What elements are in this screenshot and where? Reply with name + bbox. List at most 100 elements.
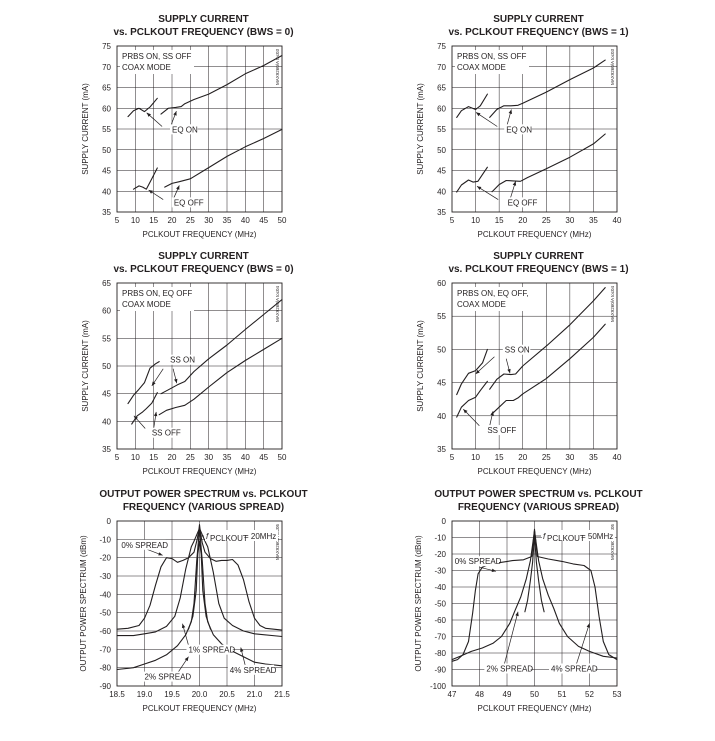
callout-background: [502, 344, 531, 355]
x-tick-label: 30: [565, 216, 574, 225]
y-tick-label: -50: [99, 609, 111, 618]
series-line-2: [451, 530, 618, 661]
chart-6: OUTPUT POWER SPECTRUM vs. PCLKOUT FREQUEN…: [414, 489, 643, 713]
callout-arrowhead: [184, 656, 189, 662]
chart-title: SUPPLY CURRENT: [493, 14, 584, 25]
callout-label: EQ OFF: [508, 198, 538, 207]
x-tick-label: 18.5: [109, 690, 125, 699]
callout-leader: [475, 112, 498, 127]
callout-arrowhead: [477, 186, 482, 190]
x-tick-label: 25: [186, 453, 195, 462]
callout-leader: [476, 185, 499, 200]
y-tick-label: -50: [434, 600, 446, 609]
plot-frame: [451, 45, 618, 213]
callout-label: SS ON: [505, 346, 530, 355]
y-tick-label: -60: [99, 627, 111, 636]
y-axis-label: OUTPUT POWER SPECTRUM (dBm): [414, 535, 423, 672]
x-tick-label: 47: [448, 690, 457, 699]
legend-text: PRBS ON, EQ OFF: [122, 289, 192, 298]
x-tick-label: 10: [471, 453, 480, 462]
y-tick-label: 60: [437, 279, 446, 288]
callout-label: 0% SPREAD: [121, 541, 168, 550]
y-axis-label: SUPPLY CURRENT (mA): [81, 83, 90, 175]
callout-background: [504, 124, 532, 135]
chart-code: MAX9260/A toc05: [275, 524, 280, 561]
x-tick-label: 19.0: [137, 690, 153, 699]
y-tick-label: -90: [434, 666, 446, 675]
chart-subtitle: vs. PCLKOUT FREQUENCY (BWS = 0): [113, 264, 293, 275]
x-tick-label: 45: [259, 216, 268, 225]
y-tick-label: -40: [99, 590, 111, 599]
chart-subtitle: FREQUENCY (VARIOUS SPREAD): [123, 502, 284, 513]
y-tick-label: -80: [99, 664, 111, 673]
legend-text: COAX MODE: [457, 63, 506, 72]
x-tick-label: 10: [471, 216, 480, 225]
chart-subtitle: vs. PCLKOUT FREQUENCY (BWS = 1): [448, 27, 628, 38]
x-axis-label: PCLKOUT FREQUENCY (MHz): [143, 704, 257, 713]
callout-arrowhead: [158, 552, 163, 556]
x-tick-label: 20.5: [219, 690, 235, 699]
callout-label: 4% SPREAD: [551, 664, 598, 673]
y-tick-label: -70: [434, 633, 446, 642]
legend-background: [455, 287, 529, 311]
callout-label: 2% SPREAD: [486, 664, 533, 673]
y-tick-label: 0: [107, 517, 112, 526]
callout-label: SS OFF: [487, 426, 516, 435]
callout-background: [170, 124, 198, 135]
x-tick-label: 10: [131, 453, 140, 462]
legend-background: [120, 287, 194, 311]
callout-arrowhead: [586, 623, 590, 628]
callout-label: EQ OFF: [174, 198, 204, 207]
plot-frame: [116, 282, 283, 450]
callout-arrowhead: [512, 181, 517, 186]
series-line-3: [456, 166, 488, 193]
y-axis-label: OUTPUT POWER SPECTRUM (dBm): [79, 535, 88, 672]
plot-frame: [451, 282, 618, 450]
x-tick-label: 50: [530, 690, 539, 699]
series-line-3: [116, 527, 283, 671]
callout-arrowhead: [490, 411, 494, 416]
callout-arrowhead: [491, 568, 496, 572]
x-tick-label: 40: [613, 216, 622, 225]
series-line-1: [127, 97, 158, 118]
y-tick-label: -20: [99, 554, 111, 563]
y-tick-label: 40: [102, 417, 111, 426]
y-tick-label: 60: [437, 104, 446, 113]
x-tick-label: 30: [204, 216, 213, 225]
x-tick-label: 5: [450, 453, 455, 462]
chart-5: OUTPUT POWER SPECTRUM vs. PCLKOUT FREQUEN…: [79, 489, 308, 713]
x-tick-label: 40: [613, 453, 622, 462]
plot-frame: [116, 45, 283, 213]
chart-4: SUPPLY CURRENT vs. PCLKOUT FREQUENCY (BWS…: [416, 251, 629, 476]
y-tick-label: 35: [102, 445, 111, 454]
series-line-2: [160, 54, 283, 115]
chart-subtitle: vs. PCLKOUT FREQUENCY (BWS = 1): [448, 264, 628, 275]
x-tick-label: 15: [495, 216, 504, 225]
x-tick-label: 15: [495, 453, 504, 462]
series-line-2: [489, 287, 606, 390]
callout-background: [484, 663, 531, 674]
y-tick-label: 50: [437, 146, 446, 155]
callout-background: [186, 644, 233, 655]
callout-arrowhead: [133, 415, 138, 421]
callout-label: 4% SPREAD: [230, 666, 277, 675]
legend-background: [455, 50, 529, 74]
chart-code: MAX9260/A toc04: [610, 286, 615, 323]
callout-label: 1% SPREAD: [189, 646, 236, 655]
x-tick-label: 51: [558, 690, 567, 699]
chart-code: MAX9260/A toc05: [610, 524, 615, 561]
legend-text: PRBS ON, SS OFF: [122, 52, 191, 61]
chart-code: MAX9260/A toc03: [275, 49, 280, 86]
x-tick-label: 50: [278, 453, 287, 462]
callout-label: EQ ON: [506, 125, 532, 134]
x-tick-label: 25: [542, 216, 551, 225]
callout-background: [452, 556, 500, 567]
callout-arrowhead: [181, 623, 186, 629]
callout-arrowhead: [176, 185, 180, 190]
series-line-2: [116, 527, 283, 638]
fclk-value: = 20MHz: [244, 532, 276, 541]
y-tick-label: 55: [437, 125, 446, 134]
y-tick-label: -100: [430, 682, 447, 691]
y-tick-label: 35: [437, 208, 446, 217]
